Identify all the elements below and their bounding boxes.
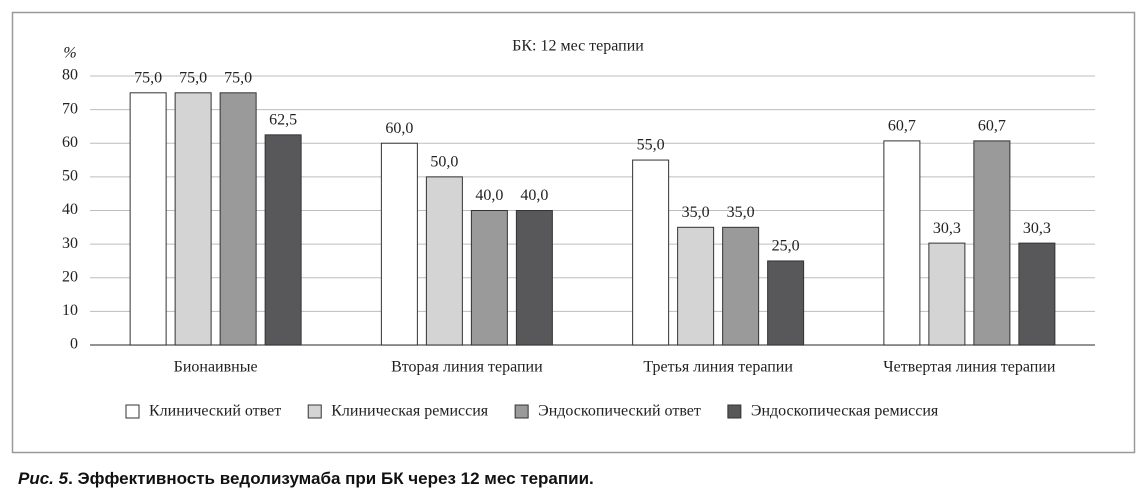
- value-label: 40,0: [475, 187, 503, 204]
- bar: [470, 210, 508, 346]
- y-tick-label: 40: [62, 201, 78, 218]
- bar: [928, 242, 966, 346]
- legend-swatch: [727, 404, 742, 419]
- legend-swatch: [514, 404, 529, 419]
- value-label: 30,3: [1023, 220, 1051, 237]
- value-label: 30,3: [933, 220, 961, 237]
- value-label: 60,0: [385, 120, 413, 137]
- bar: [883, 140, 921, 346]
- value-label: 75,0: [179, 69, 207, 86]
- value-label: 60,7: [978, 118, 1006, 135]
- bar: [264, 134, 302, 346]
- y-tick-label: 70: [62, 100, 78, 117]
- legend-label: Клинический ответ: [149, 403, 281, 420]
- value-label: 55,0: [637, 137, 665, 154]
- legend-label: Эндоскопическая ремиссия: [751, 403, 939, 420]
- y-tick-label: 50: [62, 168, 78, 185]
- caption: Рис. 5. Эффективность ведолизумаба при Б…: [18, 469, 594, 488]
- y-tick-label: 80: [62, 67, 78, 84]
- y-tick-label: 30: [62, 235, 78, 252]
- bar: [722, 226, 760, 346]
- value-label: 75,0: [224, 69, 252, 86]
- value-label: 40,0: [520, 187, 548, 204]
- legend-label: Эндоскопический ответ: [538, 403, 701, 420]
- bar: [380, 142, 418, 346]
- value-label: 25,0: [772, 238, 800, 255]
- bar: [129, 92, 167, 346]
- y-tick-label: 20: [62, 268, 78, 285]
- legend-swatch: [125, 404, 140, 419]
- value-label: 50,0: [430, 154, 458, 171]
- chart-frame: [11, 11, 1136, 454]
- x-tick-label: Третья линия терапии: [643, 359, 793, 376]
- bar: [515, 210, 553, 346]
- value-label: 75,0: [134, 69, 162, 86]
- bar: [677, 226, 715, 346]
- bar: [219, 92, 257, 346]
- bar: [425, 176, 463, 346]
- bar: [174, 92, 212, 346]
- bar: [973, 140, 1011, 346]
- chart-title: БК: 12 мес терапии: [512, 38, 644, 55]
- x-tick-label: Четвертая линия терапии: [883, 359, 1056, 376]
- value-label: 35,0: [682, 204, 710, 221]
- x-tick-label: Вторая линия терапии: [391, 359, 543, 376]
- caption-label: Рис. 5: [18, 469, 69, 488]
- y-tick-label: 0: [70, 336, 78, 353]
- value-label: 35,0: [727, 204, 755, 221]
- legend-label: Клиническая ремиссия: [331, 403, 489, 420]
- bar: [767, 260, 805, 346]
- y-unit: %: [63, 45, 76, 62]
- legend-swatch: [307, 404, 322, 419]
- caption-text: . Эффективность ведолизумаба при БК чере…: [68, 469, 594, 488]
- value-label: 62,5: [269, 112, 297, 129]
- y-tick-label: 10: [62, 302, 78, 319]
- value-label: 60,7: [888, 118, 916, 135]
- x-tick-label: Бионаивные: [174, 359, 258, 376]
- bar: [1018, 242, 1056, 346]
- bar: [632, 159, 670, 346]
- y-tick-label: 60: [62, 134, 78, 151]
